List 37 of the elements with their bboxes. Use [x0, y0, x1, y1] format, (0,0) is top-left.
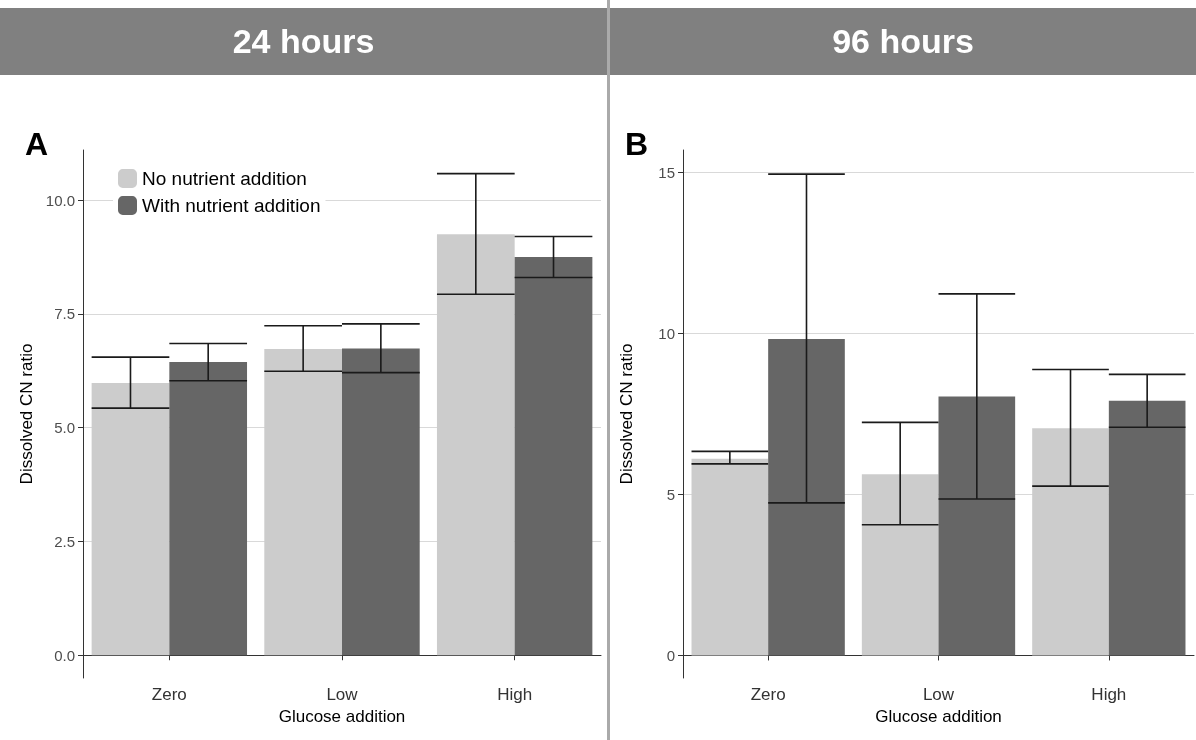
y-tick-label: 0 — [666, 646, 675, 664]
text: A — [25, 126, 49, 162]
bar — [264, 348, 342, 656]
y-tick-label: 7.5 — [54, 305, 75, 323]
bar — [768, 338, 845, 656]
bar — [861, 474, 939, 656]
bar — [514, 256, 593, 656]
x-tick-label: Zero — [151, 685, 187, 704]
bar — [691, 458, 769, 656]
y-tick-label: 10.0 — [45, 191, 75, 209]
x-axis-title: Glucose addition — [875, 707, 1002, 726]
y-tick-label: 5.0 — [54, 419, 75, 437]
x-tick-label: High — [497, 685, 533, 704]
x-tick-label: Zero — [750, 685, 786, 704]
x-tick-label: Low — [922, 685, 955, 704]
bar — [436, 234, 515, 656]
y-tick-label: 5 — [666, 485, 675, 503]
y-axis-title: Dissolved CN ratio — [617, 343, 636, 485]
bar — [91, 383, 170, 656]
bar — [1108, 400, 1186, 656]
chart-title: 24 hours — [0, 8, 607, 75]
text: B — [625, 126, 649, 162]
y-axis-title: Dissolved CN ratio — [16, 343, 36, 485]
x-tick-label: High — [1091, 685, 1127, 704]
legend-label: With nutrient addition — [142, 195, 321, 216]
legend-label: No nutrient addition — [142, 168, 307, 189]
bar — [342, 348, 420, 656]
bar — [169, 362, 248, 656]
chart-title: 96 hours — [610, 8, 1196, 75]
x-tick-label: Low — [326, 685, 359, 704]
bar — [1032, 428, 1109, 656]
y-tick-label: 0.0 — [54, 646, 75, 664]
y-tick-label: 15 — [658, 164, 675, 182]
x-axis-title: Glucose addition — [278, 707, 406, 726]
y-tick-label: 2.5 — [54, 532, 75, 550]
bar — [938, 396, 1016, 656]
y-tick-label: 10 — [658, 325, 675, 343]
